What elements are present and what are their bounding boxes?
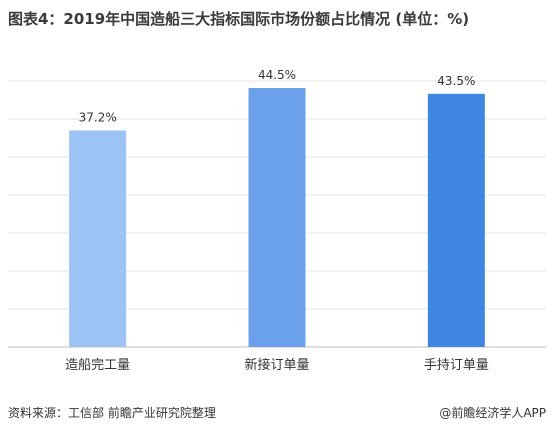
data-label-3: 43.5% xyxy=(437,74,475,88)
bar-3 xyxy=(427,93,485,347)
data-label-2: 44.5% xyxy=(258,68,296,82)
source-note: 资料来源：工信部 前瞻产业研究院整理 xyxy=(8,406,216,420)
x-tick-label-3: 手持订单量 xyxy=(424,358,489,373)
data-label-1: 37.2% xyxy=(79,110,117,124)
x-tick-label-2: 新接订单量 xyxy=(244,357,309,373)
bar-1 xyxy=(69,130,127,347)
credit-note: @前瞻经济学人APP xyxy=(439,406,546,420)
bar-2 xyxy=(248,88,306,347)
chart-title: 图表4：2019年中国造船三大指标国际市场份额占比情况 (单位：%) xyxy=(8,10,470,28)
x-tick-label-1: 造船完工量 xyxy=(65,358,130,373)
